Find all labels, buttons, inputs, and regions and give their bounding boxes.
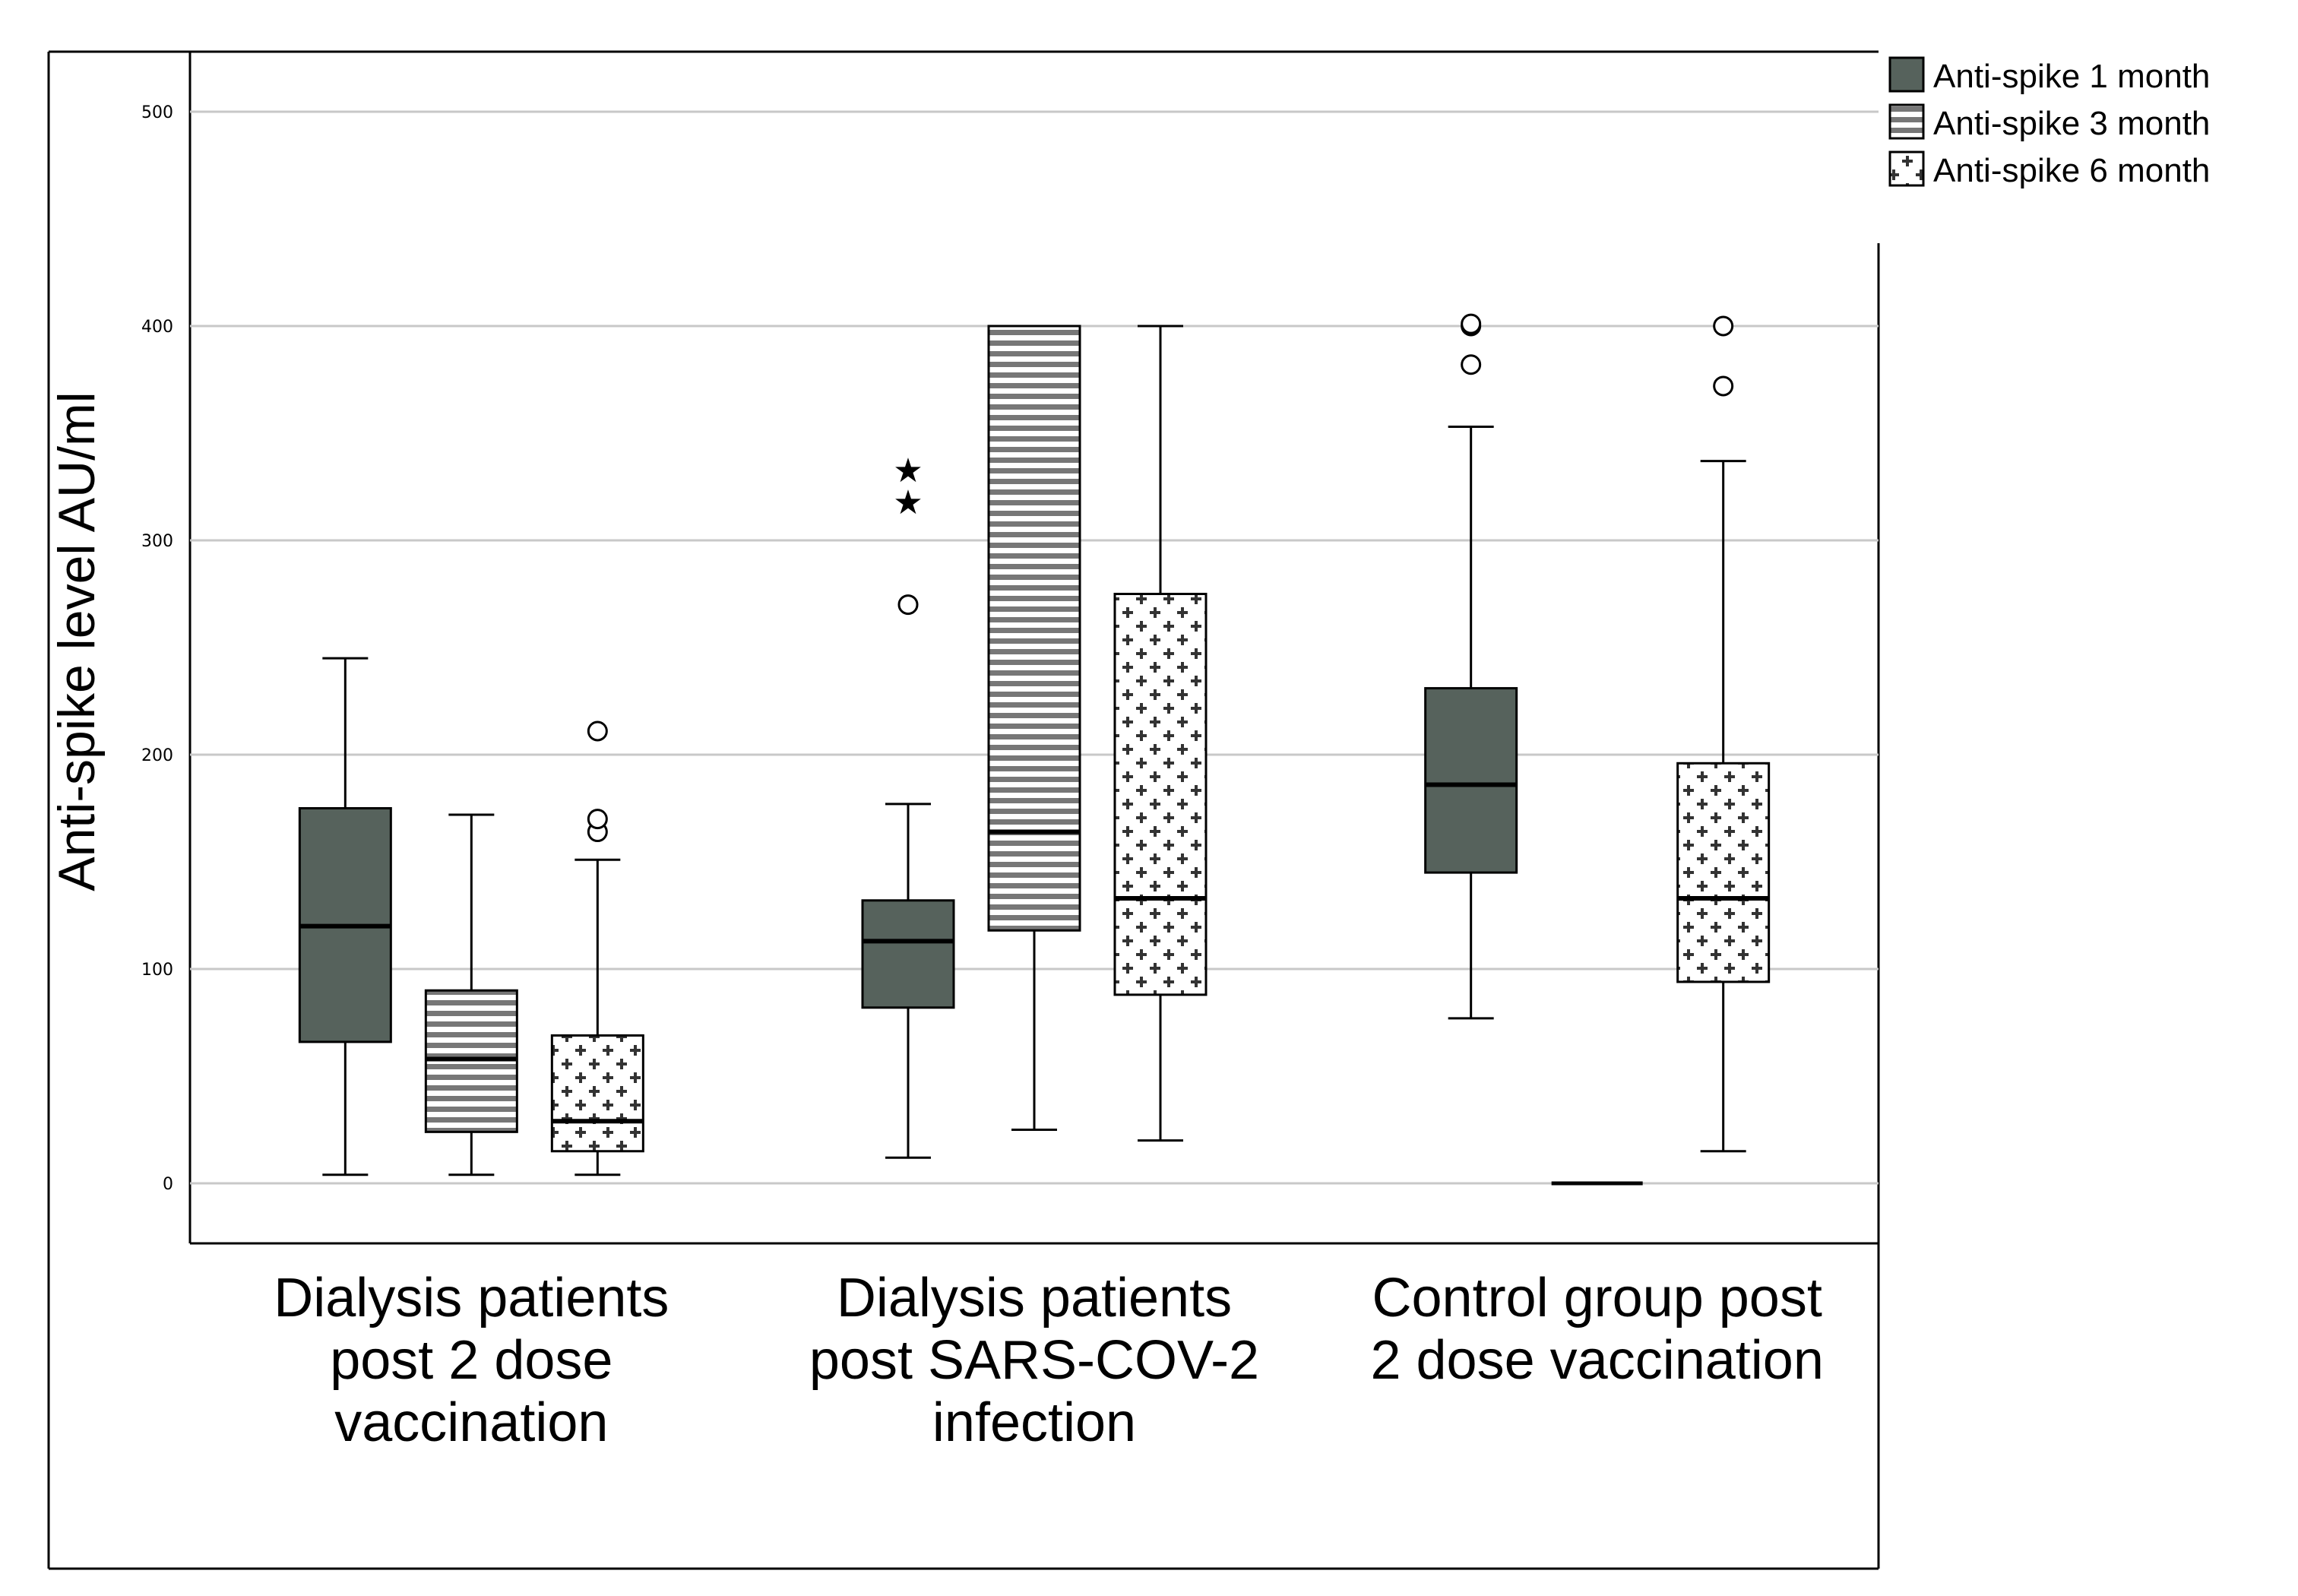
category-label-line: Control group post xyxy=(1372,1268,1822,1328)
y-tick-label: 400 xyxy=(141,318,173,337)
box-group: ★★ xyxy=(861,451,955,1159)
category-label-line: infection xyxy=(932,1392,1136,1453)
category-label-line: Dialysis patients xyxy=(837,1268,1232,1328)
y-axis-ticks: 0 100 200 300 400 500 xyxy=(141,103,173,1194)
series-anti-spike-3-month xyxy=(424,325,1643,1186)
box-iqr xyxy=(1424,687,1518,874)
legend-label-6-month: Anti-spike 6 month xyxy=(1933,152,2210,189)
legend-label-3-month: Anti-spike 3 month xyxy=(1933,105,2210,142)
category-label-line: vaccination xyxy=(334,1392,608,1453)
y-tick-label: 100 xyxy=(141,961,173,980)
box-iqr xyxy=(1676,762,1771,983)
box-series: ★★ xyxy=(298,313,1771,1186)
box-iqr xyxy=(861,899,955,1009)
legend-swatch-1-month xyxy=(1888,56,1925,93)
y-tick-label: 0 xyxy=(163,1175,173,1194)
category-label-line: 2 dose vaccination xyxy=(1370,1330,1823,1391)
outlier-point xyxy=(1713,375,1734,397)
extreme-point: ★ xyxy=(893,451,923,490)
box-group xyxy=(424,813,518,1176)
box-group xyxy=(1424,313,1518,1020)
series-anti-spike-6-month xyxy=(550,315,1771,1176)
legend-label-1-month: Anti-spike 1 month xyxy=(1933,58,2210,95)
legend-swatch-3-month xyxy=(1888,103,1925,140)
extreme-point: ★ xyxy=(893,483,923,522)
outlier-point xyxy=(1461,354,1482,375)
y-tick-label: 500 xyxy=(141,103,173,122)
category-label-line: Dialysis patients xyxy=(274,1268,669,1328)
y-tick-label: 200 xyxy=(141,746,173,765)
series-anti-spike-1-month: ★★ xyxy=(298,313,1518,1176)
box-group xyxy=(1676,315,1771,1153)
box-group xyxy=(550,720,644,1176)
plot-area xyxy=(188,52,1879,1245)
box-group xyxy=(987,325,1081,1132)
category-label-line: post 2 dose xyxy=(330,1330,612,1391)
outlier-point xyxy=(587,720,608,742)
outlier-point xyxy=(1713,315,1734,337)
box-iqr xyxy=(1113,592,1208,996)
y-axis-title: Anti-spike level AU/ml xyxy=(48,391,106,891)
legend-swatch-6-month xyxy=(1888,150,1925,187)
legend: Anti-spike 1 month Anti-spike 3 month An… xyxy=(1888,56,2210,189)
y-tick-label: 300 xyxy=(141,532,173,551)
outlier-point xyxy=(1461,313,1482,334)
category-label-line: post SARS-COV-2 xyxy=(809,1330,1259,1391)
box-iqr xyxy=(550,1034,644,1153)
outlier-point xyxy=(897,594,919,616)
box-iqr xyxy=(987,325,1081,932)
outlier-point xyxy=(587,809,608,830)
box-group xyxy=(1113,325,1208,1142)
box-group xyxy=(298,657,392,1176)
